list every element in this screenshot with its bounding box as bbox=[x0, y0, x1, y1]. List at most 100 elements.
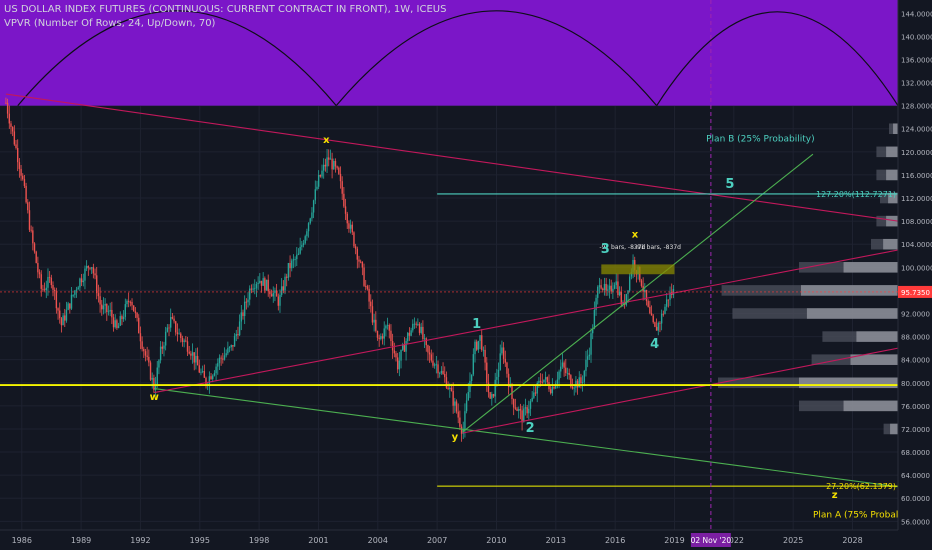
candle-body bbox=[247, 299, 249, 303]
candle-body bbox=[307, 223, 310, 232]
candle-body bbox=[553, 387, 555, 389]
candle-body bbox=[630, 272, 633, 277]
candle-body bbox=[396, 357, 399, 370]
candle-body bbox=[484, 349, 486, 363]
candle-body bbox=[121, 316, 123, 320]
candle-body bbox=[297, 253, 300, 255]
candle-body bbox=[238, 321, 241, 336]
candle-body bbox=[590, 333, 592, 355]
candle-body bbox=[343, 193, 345, 207]
candle-body bbox=[628, 276, 631, 291]
y-tick-label: 128.0000 bbox=[901, 103, 932, 111]
candle-body bbox=[423, 338, 426, 340]
candle-body bbox=[15, 144, 17, 149]
wave-label: 3 bbox=[601, 242, 610, 257]
candle-body bbox=[334, 160, 337, 167]
candle-body bbox=[455, 401, 458, 412]
candle-body bbox=[528, 408, 530, 414]
candle-body bbox=[366, 286, 369, 289]
candle-body bbox=[491, 394, 493, 399]
candle-body bbox=[11, 126, 14, 132]
candle-body bbox=[586, 356, 589, 360]
candle-body bbox=[158, 360, 160, 368]
candle-body bbox=[90, 267, 93, 269]
candle-body bbox=[136, 312, 138, 318]
wave-label: z bbox=[832, 490, 838, 501]
candle-body bbox=[526, 407, 528, 414]
candle-body bbox=[351, 224, 353, 233]
candle-body bbox=[329, 158, 332, 160]
candle-body bbox=[67, 303, 69, 310]
candle-body bbox=[486, 362, 488, 383]
candle-body bbox=[124, 304, 127, 317]
candle-body bbox=[321, 170, 323, 177]
candle-body bbox=[28, 210, 31, 230]
candle-body bbox=[260, 280, 263, 286]
candle-body bbox=[311, 212, 313, 219]
candle-body bbox=[507, 373, 510, 388]
candle-body bbox=[615, 281, 617, 286]
x-tick-label: 2013 bbox=[546, 536, 566, 545]
candle-body bbox=[153, 377, 155, 390]
candle-body bbox=[87, 266, 90, 268]
candle-body bbox=[37, 262, 39, 273]
candle-body bbox=[655, 326, 658, 331]
candle-body bbox=[96, 275, 98, 294]
candle-body bbox=[218, 357, 221, 364]
candle-body bbox=[22, 175, 24, 180]
y-tick-label: 100.0000 bbox=[901, 264, 932, 272]
candle-body bbox=[383, 328, 385, 339]
candle-body bbox=[185, 340, 187, 342]
candle-body bbox=[65, 309, 68, 321]
candle-body bbox=[196, 355, 199, 366]
candle-body bbox=[481, 335, 483, 350]
candle-body bbox=[30, 229, 32, 231]
candle-body bbox=[269, 291, 271, 295]
candle-body bbox=[254, 288, 256, 290]
x-tick-label: 2025 bbox=[783, 536, 803, 545]
candle-body bbox=[146, 355, 148, 357]
candle-body bbox=[322, 164, 325, 171]
candle-body bbox=[317, 175, 320, 187]
candle-body bbox=[388, 325, 390, 331]
candle-body bbox=[578, 377, 580, 388]
candle-body bbox=[617, 281, 619, 296]
candle-body bbox=[171, 317, 174, 319]
candle-body bbox=[97, 293, 100, 297]
candle-body bbox=[52, 285, 54, 290]
candle-body bbox=[410, 330, 412, 336]
last-price-label: 95.7350 bbox=[901, 289, 930, 297]
candle-body bbox=[371, 306, 374, 323]
candle-body bbox=[405, 341, 407, 352]
candle-body bbox=[385, 325, 387, 329]
candle-body bbox=[176, 332, 179, 335]
indicator-label[interactable]: VPVR (Number Of Rows, 24, Up/Down, 70) bbox=[4, 18, 216, 29]
candle-body bbox=[217, 363, 219, 367]
candle-body bbox=[602, 288, 604, 290]
candle-body bbox=[222, 358, 224, 360]
x-tick-label: 1986 bbox=[12, 536, 32, 545]
candle-body bbox=[534, 392, 537, 394]
volume-profile-bar bbox=[843, 262, 898, 273]
candle-body bbox=[312, 200, 315, 213]
candle-body bbox=[444, 374, 446, 378]
candle-body bbox=[402, 344, 404, 350]
candle-body bbox=[339, 173, 342, 182]
candle-body bbox=[447, 387, 449, 390]
candle-body bbox=[306, 231, 308, 237]
y-tick-label: 108.0000 bbox=[901, 218, 932, 226]
candle-body bbox=[341, 181, 343, 194]
candle-body bbox=[376, 330, 379, 338]
volume-profile-bar bbox=[806, 308, 898, 319]
candle-body bbox=[282, 286, 285, 291]
candle-body bbox=[126, 300, 128, 305]
candle-body bbox=[60, 318, 63, 326]
candle-body bbox=[652, 315, 654, 323]
candle-body bbox=[459, 417, 461, 427]
wave-label: y bbox=[452, 432, 459, 443]
candle-body bbox=[159, 346, 162, 361]
candle-body bbox=[516, 408, 518, 412]
candle-body bbox=[133, 305, 135, 312]
candle-body bbox=[353, 232, 355, 247]
